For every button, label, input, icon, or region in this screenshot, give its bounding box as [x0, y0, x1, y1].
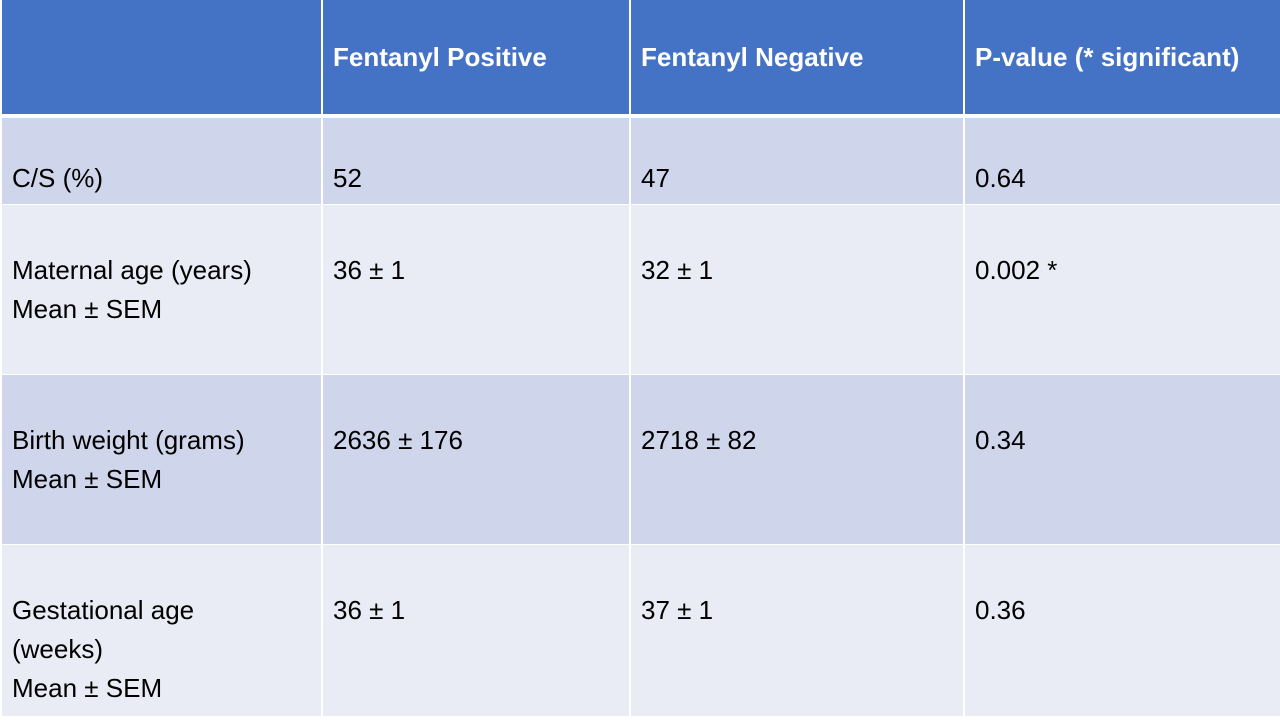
negative-value-cell: 47 — [629, 115, 965, 205]
negative-value-cell: 2718 ± 82 — [629, 373, 965, 545]
table-row: Gestational age (weeks) Mean ± SEM 36 ± … — [0, 543, 1280, 717]
positive-value-cell: 2636 ± 176 — [321, 373, 631, 545]
negative-value-cell: 32 ± 1 — [629, 203, 965, 375]
row-label-line: Mean ± SEM — [12, 293, 163, 324]
row-label-cell: Maternal age (years) Mean ± SEM — [0, 203, 323, 375]
p-value-cell: 0.64 — [963, 115, 1280, 205]
row-label-line: (weeks) — [12, 633, 104, 664]
positive-value-cell: 36 ± 1 — [321, 543, 631, 717]
header-empty-cell — [0, 0, 323, 118]
row-label-line: Gestational age — [12, 594, 195, 625]
positive-value-cell: 36 ± 1 — [321, 203, 631, 375]
row-label-line: Birth weight (grams) — [12, 424, 245, 455]
row-label-cell: Gestational age (weeks) Mean ± SEM — [0, 543, 323, 717]
negative-value-cell: 37 ± 1 — [629, 543, 965, 717]
table-row: C/S (%) 52 47 0.64 — [0, 115, 1280, 205]
table-row: Birth weight (grams) Mean ± SEM 2636 ± 1… — [0, 373, 1280, 545]
row-label-line: C/S (%) — [12, 162, 103, 193]
p-value-cell: 0.34 — [963, 373, 1280, 545]
row-label-line: Maternal age (years) — [12, 254, 252, 285]
header-fentanyl-positive: Fentanyl Positive — [321, 0, 631, 118]
p-value-cell: 0.002 * — [963, 203, 1280, 375]
row-label-line: Mean ± SEM — [12, 463, 163, 494]
p-value-cell: 0.36 — [963, 543, 1280, 717]
header-fentanyl-negative: Fentanyl Negative — [629, 0, 965, 118]
positive-value-cell: 52 — [321, 115, 631, 205]
row-label-line: Mean ± SEM — [12, 672, 163, 703]
table-header-row: Fentanyl Positive Fentanyl Negative P-va… — [0, 0, 1280, 118]
row-label-cell: Birth weight (grams) Mean ± SEM — [0, 373, 323, 545]
header-p-value: P-value (* significant) — [963, 0, 1280, 118]
table-row: Maternal age (years) Mean ± SEM 36 ± 1 3… — [0, 203, 1280, 375]
row-label-cell: C/S (%) — [0, 115, 323, 205]
